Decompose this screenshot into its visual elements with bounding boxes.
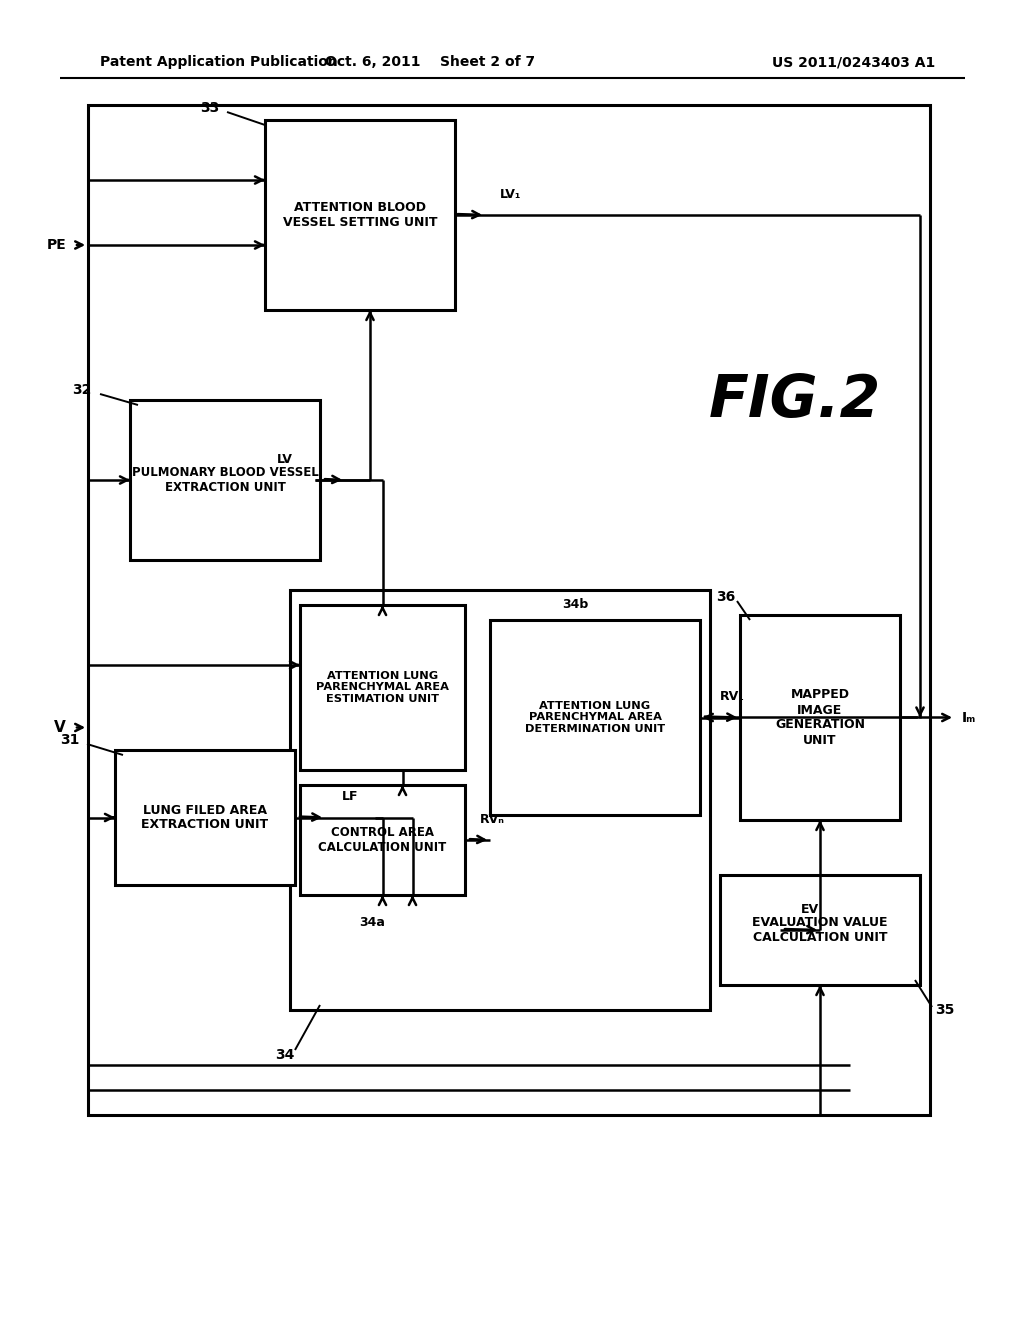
Text: 31: 31 (60, 733, 80, 747)
Text: 34b: 34b (562, 598, 588, 611)
Text: 34a: 34a (359, 916, 385, 929)
Text: 32: 32 (73, 383, 92, 397)
Text: LV₁: LV₁ (500, 187, 521, 201)
Text: Iₘ: Iₘ (962, 710, 976, 725)
Text: EVALUATION VALUE
CALCULATION UNIT: EVALUATION VALUE CALCULATION UNIT (753, 916, 888, 944)
Text: LV: LV (278, 453, 293, 466)
Text: EV: EV (801, 903, 819, 916)
Text: RV₁: RV₁ (720, 690, 744, 704)
Bar (88, 106, 930, 1115)
Text: FIG.2: FIG.2 (709, 371, 881, 429)
Bar (290, 590, 710, 1010)
Text: LUNG FILED AREA
EXTRACTION UNIT: LUNG FILED AREA EXTRACTION UNIT (141, 804, 268, 832)
Text: PULMONARY BLOOD VESSEL
EXTRACTION UNIT: PULMONARY BLOOD VESSEL EXTRACTION UNIT (132, 466, 318, 494)
Bar (720, 875, 920, 985)
Bar (490, 620, 700, 814)
Text: 35: 35 (935, 1003, 954, 1016)
Text: ATTENTION LUNG
PARENCHYMAL AREA
ESTIMATION UNIT: ATTENTION LUNG PARENCHYMAL AREA ESTIMATI… (316, 671, 449, 704)
Text: LF: LF (342, 791, 358, 804)
Text: 34: 34 (275, 1048, 295, 1063)
Bar (265, 120, 455, 310)
Bar (300, 785, 465, 895)
Text: CONTROL AREA
CALCULATION UNIT: CONTROL AREA CALCULATION UNIT (318, 826, 446, 854)
Text: Oct. 6, 2011    Sheet 2 of 7: Oct. 6, 2011 Sheet 2 of 7 (325, 55, 536, 69)
Text: Patent Application Publication: Patent Application Publication (100, 55, 338, 69)
Text: ATTENTION BLOOD
VESSEL SETTING UNIT: ATTENTION BLOOD VESSEL SETTING UNIT (283, 201, 437, 228)
Text: PE: PE (46, 238, 66, 252)
Bar (300, 605, 465, 770)
Text: ATTENTION LUNG
PARENCHYMAL AREA
DETERMINATION UNIT: ATTENTION LUNG PARENCHYMAL AREA DETERMIN… (525, 701, 665, 734)
Text: RVₙ: RVₙ (480, 813, 505, 826)
Text: 36: 36 (716, 590, 735, 605)
Bar (130, 400, 319, 560)
Text: US 2011/0243403 A1: US 2011/0243403 A1 (772, 55, 935, 69)
Text: MAPPED
IMAGE
GENERATION
UNIT: MAPPED IMAGE GENERATION UNIT (775, 689, 865, 747)
Bar (115, 750, 295, 884)
Text: V: V (54, 719, 66, 735)
Bar (740, 615, 900, 820)
Text: 33: 33 (201, 102, 219, 115)
